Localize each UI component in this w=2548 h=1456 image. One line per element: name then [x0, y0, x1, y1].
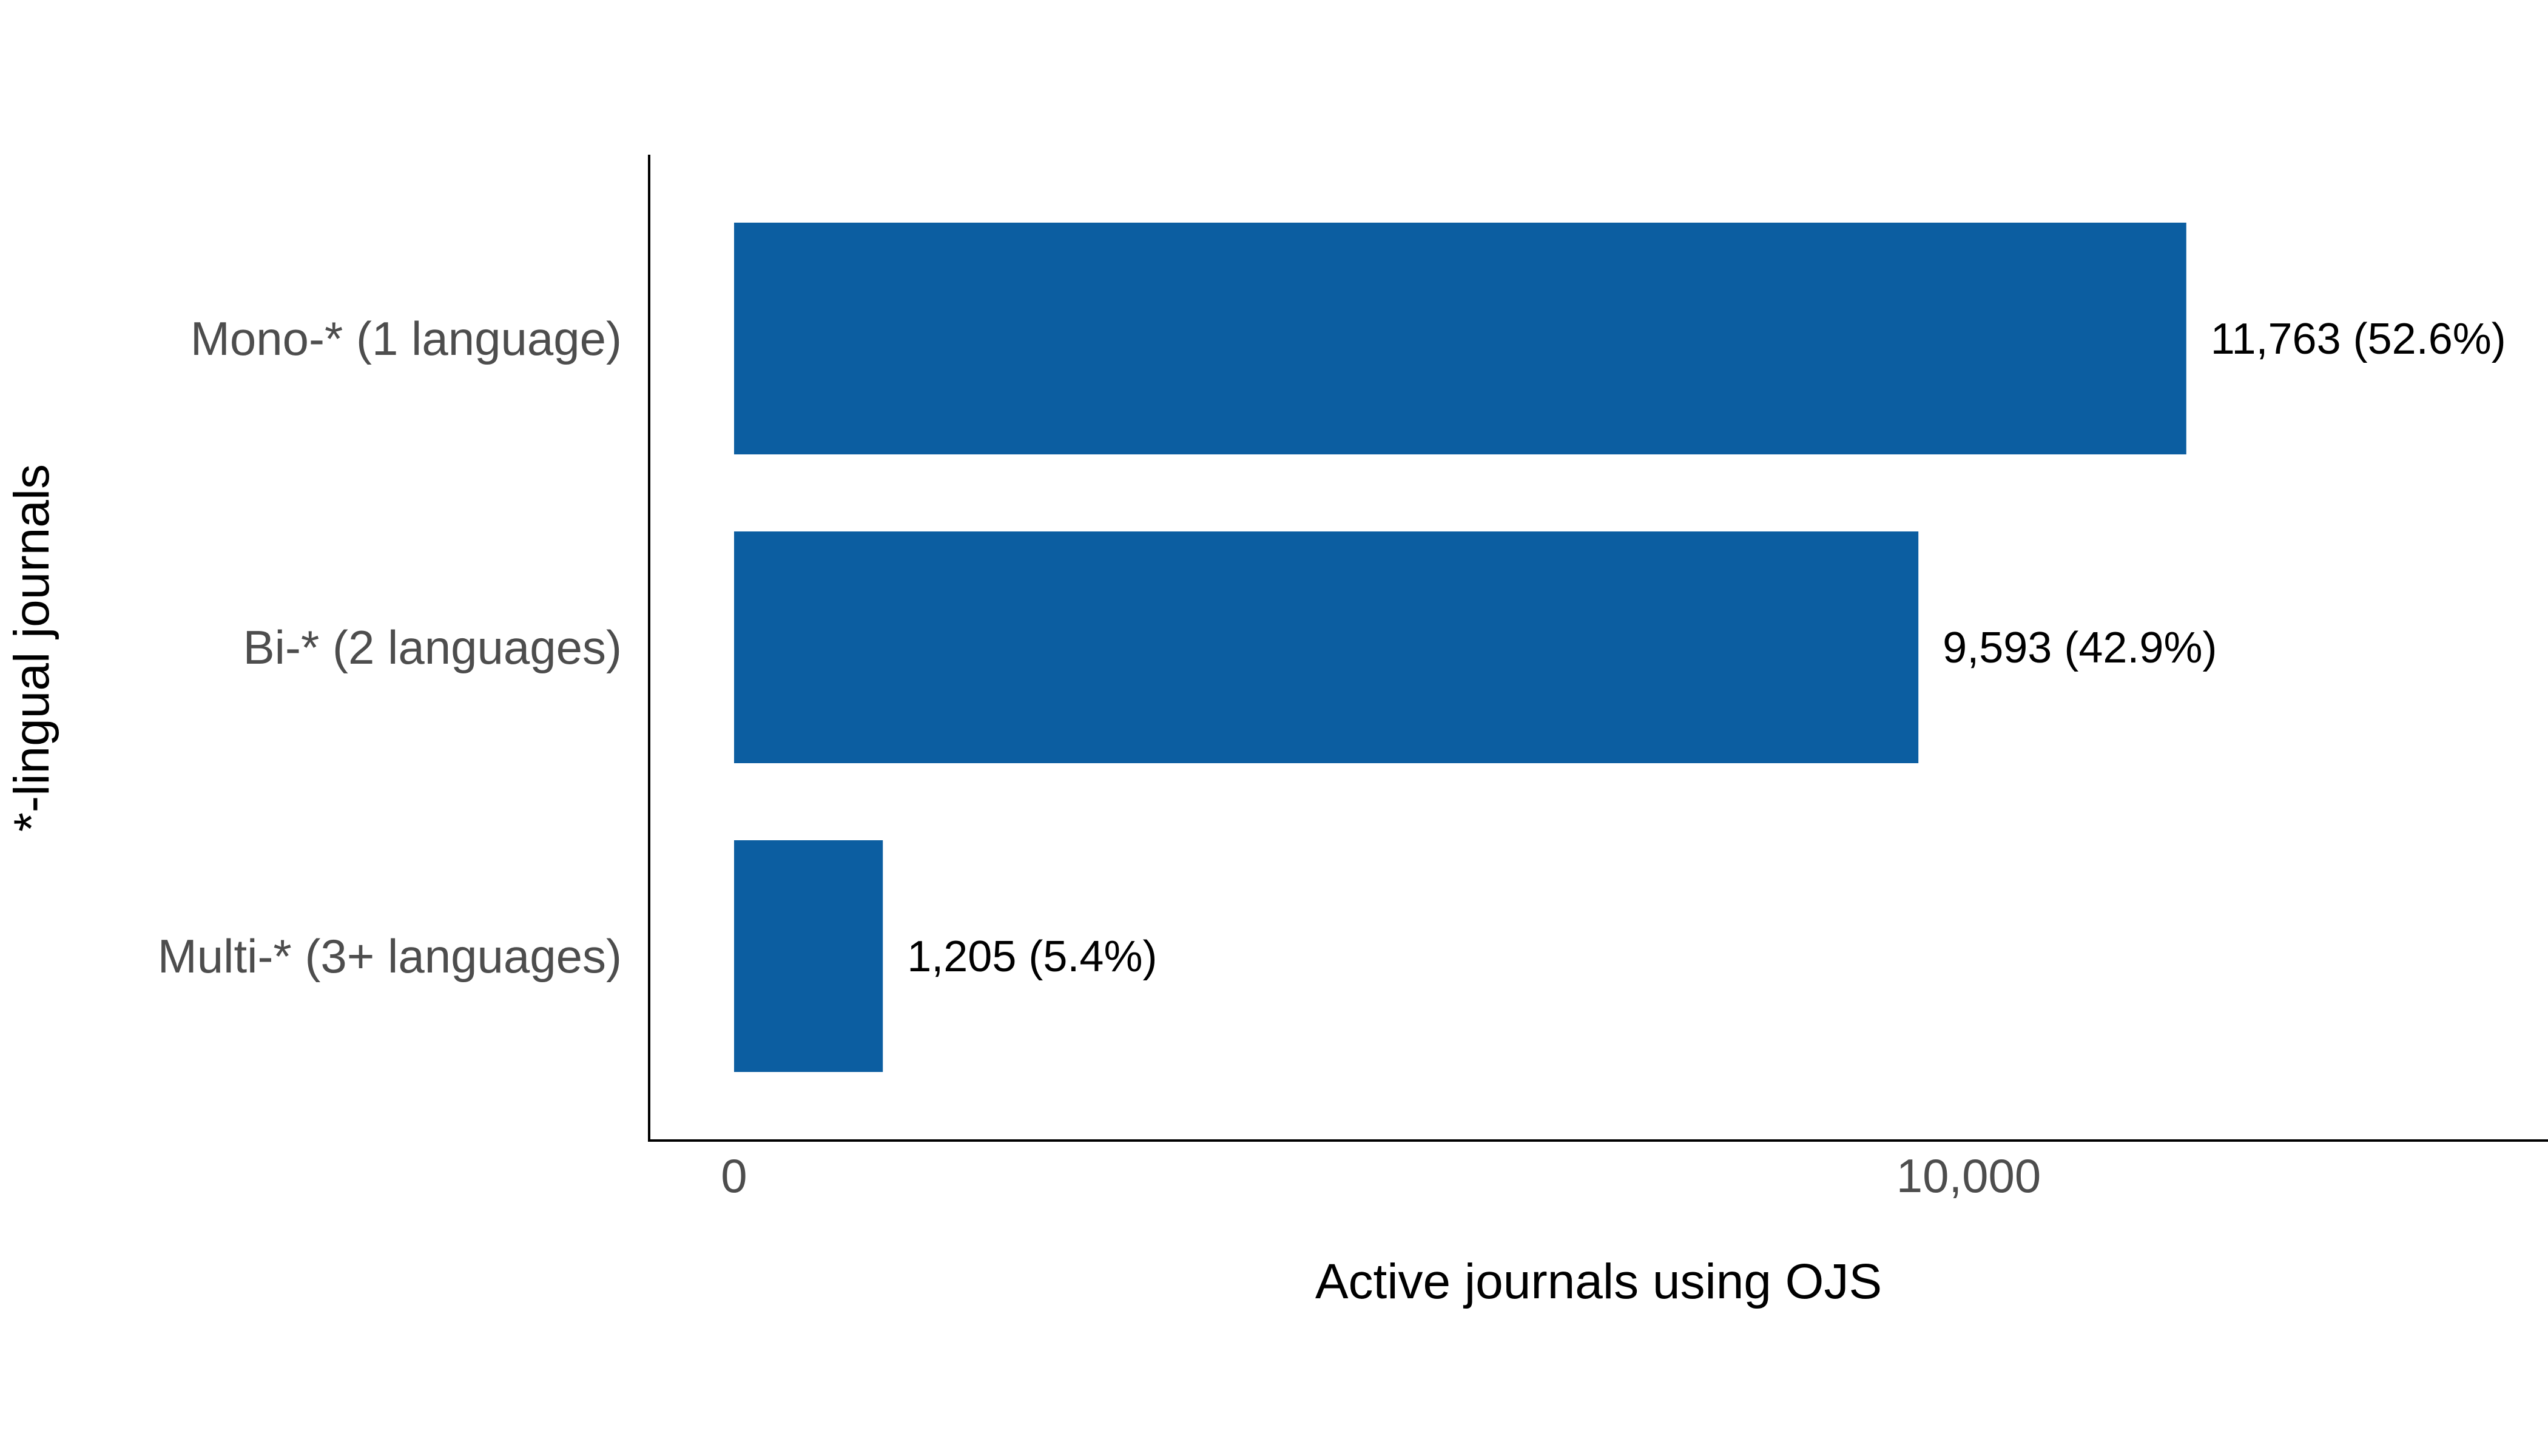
bar-2: [734, 531, 1919, 763]
x-tick-label-2: 10,000: [1896, 1149, 2041, 1202]
bar-3: [734, 840, 883, 1072]
category-labels-layer: Mono-* (1 language) Bi-* (2 languages) Mul…: [158, 312, 622, 983]
data-label-3: 1,205 (5.4%): [907, 932, 1157, 981]
category-label-1: Mono-* (1 language): [190, 312, 622, 365]
x-axis-title: Active journals using OJS: [1315, 1254, 1882, 1309]
x-tick-label-1: 0: [721, 1149, 747, 1202]
data-label-1: 11,763 (52.6%): [2211, 315, 2506, 363]
category-label-3: Multi-* (3+ languages): [158, 929, 622, 983]
x-tick-labels-layer: 0 10,000: [721, 1149, 2041, 1202]
y-axis-title: *-lingual journals: [4, 464, 59, 832]
data-label-2: 9,593 (42.9%): [1943, 624, 2217, 672]
category-label-2: Bi-* (2 languages): [243, 621, 622, 674]
bars-layer: [734, 223, 2186, 1072]
bar-1: [734, 223, 2186, 454]
data-labels-layer: 11,763 (52.6%) 9,593 (42.9%) 1,205 (5.4%): [907, 315, 2506, 981]
